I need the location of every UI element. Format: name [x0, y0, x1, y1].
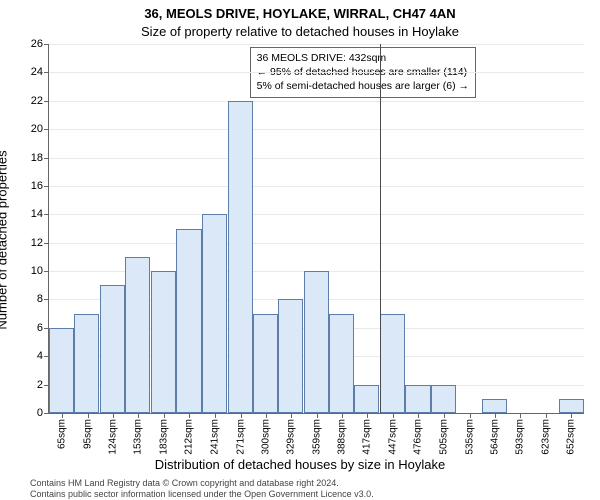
xtick-label: 505sqm: [438, 413, 449, 455]
ytick-label: 16: [31, 180, 49, 192]
plot-area: 36 MEOLS DRIVE: 432sqm← 95% of detached …: [48, 44, 584, 414]
gridline-h: [49, 44, 584, 45]
xtick-label: 65sqm: [57, 413, 68, 449]
ytick-label: 2: [37, 379, 49, 391]
xtick-label: 95sqm: [83, 413, 94, 449]
y-axis-label: Number of detached properties: [0, 61, 10, 240]
annotation-line: 36 MEOLS DRIVE: 432sqm: [257, 51, 469, 65]
histogram-bar: [380, 314, 405, 413]
gridline-h: [49, 214, 584, 215]
xtick-label: 212sqm: [184, 413, 195, 455]
xtick-label: 476sqm: [413, 413, 424, 455]
xtick-label: 241sqm: [209, 413, 220, 455]
xtick-label: 535sqm: [464, 413, 475, 455]
xtick-label: 623sqm: [540, 413, 551, 455]
histogram-bar: [74, 314, 99, 413]
footer-line-2: Contains public sector information licen…: [30, 489, 596, 500]
xtick-label: 564sqm: [489, 413, 500, 455]
gridline-h: [49, 243, 584, 244]
gridline-h: [49, 101, 584, 102]
xtick-label: 652sqm: [565, 413, 576, 455]
ytick-label: 10: [31, 265, 49, 277]
property-marker-line: [380, 44, 381, 413]
x-axis-label: Distribution of detached houses by size …: [0, 457, 600, 472]
histogram-bar: [559, 399, 584, 413]
xtick-label: 271sqm: [235, 413, 246, 455]
xtick-label: 447sqm: [388, 413, 399, 455]
xtick-label: 359sqm: [311, 413, 322, 455]
histogram-bar: [228, 101, 253, 413]
histogram-bar: [482, 399, 507, 413]
histogram-bar: [431, 385, 456, 413]
chart-root: { "chart": { "type": "histogram", "title…: [0, 0, 600, 500]
xtick-label: 183sqm: [159, 413, 170, 455]
chart-subtitle: Size of property relative to detached ho…: [0, 24, 600, 39]
ytick-label: 22: [31, 95, 49, 107]
gridline-h: [49, 129, 584, 130]
histogram-bar: [202, 214, 227, 413]
ytick-label: 18: [31, 152, 49, 164]
ytick-label: 0: [37, 407, 49, 419]
histogram-bar: [405, 385, 430, 413]
footer-line-1: Contains HM Land Registry data © Crown c…: [30, 478, 596, 489]
ytick-label: 4: [37, 350, 49, 362]
footer-attribution: Contains HM Land Registry data © Crown c…: [30, 478, 596, 500]
xtick-label: 124sqm: [108, 413, 119, 455]
xtick-label: 153sqm: [133, 413, 144, 455]
ytick-label: 8: [37, 293, 49, 305]
histogram-bar: [329, 314, 354, 413]
ytick-label: 20: [31, 123, 49, 135]
histogram-bar: [253, 314, 278, 413]
xtick-label: 388sqm: [337, 413, 348, 455]
gridline-h: [49, 72, 584, 73]
histogram-bar: [176, 229, 201, 414]
gridline-h: [49, 186, 584, 187]
chart-title-address: 36, MEOLS DRIVE, HOYLAKE, WIRRAL, CH47 4…: [0, 6, 600, 21]
histogram-bar: [125, 257, 150, 413]
ytick-label: 24: [31, 66, 49, 78]
histogram-bar: [151, 271, 176, 413]
ytick-label: 14: [31, 208, 49, 220]
annotation-line: 5% of semi-detached houses are larger (6…: [257, 79, 469, 93]
xtick-label: 593sqm: [514, 413, 525, 455]
xtick-label: 300sqm: [260, 413, 271, 455]
histogram-bar: [304, 271, 329, 413]
histogram-bar: [49, 328, 74, 413]
gridline-h: [49, 158, 584, 159]
histogram-bar: [100, 285, 125, 413]
xtick-label: 329sqm: [285, 413, 296, 455]
ytick-label: 6: [37, 322, 49, 334]
histogram-bar: [278, 299, 303, 413]
ytick-label: 12: [31, 237, 49, 249]
histogram-bar: [354, 385, 379, 413]
xtick-label: 417sqm: [362, 413, 373, 455]
ytick-label: 26: [31, 38, 49, 50]
